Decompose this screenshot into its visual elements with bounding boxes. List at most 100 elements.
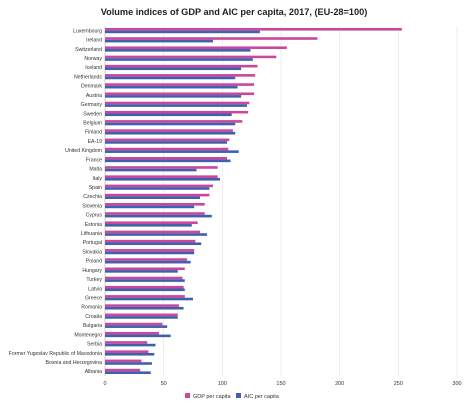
category-label: Serbia xyxy=(87,342,102,348)
bar-gdp-per-capita xyxy=(105,175,218,178)
bar-gdp-per-capita xyxy=(105,83,255,86)
category-label: Greece xyxy=(85,296,102,302)
bar-gdp-per-capita xyxy=(105,304,179,307)
bar-aic-per-capita xyxy=(105,113,232,117)
bar-aic-per-capita xyxy=(105,224,192,227)
bar-gdp-per-capita xyxy=(105,239,196,243)
bar-gdp-per-capita xyxy=(105,101,250,105)
category-label: Albania xyxy=(85,369,102,375)
bar-gdp-per-capita xyxy=(105,147,229,151)
category-label: Cyprus xyxy=(86,213,103,219)
bar-gdp-per-capita xyxy=(105,368,141,372)
bar-gdp-per-capita xyxy=(105,359,142,363)
bar-aic-per-capita xyxy=(105,85,238,89)
bar-aic-per-capita xyxy=(105,104,247,107)
bar-aic-per-capita xyxy=(105,49,251,52)
category-label: Estonia xyxy=(85,222,102,228)
bar-gdp-per-capita xyxy=(105,156,228,160)
category-label: Italy xyxy=(92,176,102,182)
bar-gdp-per-capita xyxy=(105,295,185,298)
category-label: Austria xyxy=(86,93,102,99)
bar-aic-per-capita xyxy=(105,371,151,374)
bar-aic-per-capita xyxy=(105,306,184,310)
bar-gdp-per-capita xyxy=(105,230,201,234)
bar-aic-per-capita xyxy=(105,58,253,61)
bar-aic-per-capita xyxy=(105,316,178,319)
category-label: Switzerland xyxy=(75,47,102,53)
bar-aic-per-capita xyxy=(105,122,236,126)
bar-gdp-per-capita xyxy=(105,313,178,317)
bar-gdp-per-capita xyxy=(105,46,287,50)
category-label: Slovenia xyxy=(82,203,102,209)
bar-aic-per-capita xyxy=(105,288,185,292)
legend-label-gdp: GDP per capita xyxy=(193,394,231,400)
bar-aic-per-capita xyxy=(105,141,228,144)
bar-aic-per-capita xyxy=(105,159,231,163)
bar-aic-per-capita xyxy=(105,205,195,209)
bar-gdp-per-capita xyxy=(105,267,185,271)
bar-aic-per-capita xyxy=(105,168,197,172)
bar-aic-per-capita xyxy=(105,251,195,255)
category-label: Bulgaria xyxy=(83,323,102,329)
category-label: Czechia xyxy=(83,194,102,200)
bar-aic-per-capita xyxy=(105,279,185,282)
bar-gdp-per-capita xyxy=(105,74,256,77)
category-label: Belgium xyxy=(83,121,102,127)
category-label: Turkey xyxy=(86,277,102,283)
bars xyxy=(105,28,402,374)
bar-aic-per-capita xyxy=(105,242,202,246)
bar-aic-per-capita xyxy=(105,334,171,338)
legend-swatch-gdp xyxy=(185,393,190,398)
legend-swatch-aic xyxy=(236,393,241,398)
category-label: Former Yugoslav Republic of Macedonia xyxy=(9,351,102,357)
bar-gdp-per-capita xyxy=(105,55,277,59)
category-label: Spain xyxy=(89,185,102,191)
bar-aic-per-capita xyxy=(105,214,212,218)
x-tick-label: 0 xyxy=(103,381,106,387)
bar-aic-per-capita xyxy=(105,95,242,98)
category-label: Portugal xyxy=(83,240,102,246)
bar-aic-per-capita xyxy=(105,233,208,236)
bar-gdp-per-capita xyxy=(105,331,159,335)
x-tick-label: 50 xyxy=(161,381,167,387)
x-tick-label: 100 xyxy=(218,381,227,387)
bar-gdp-per-capita xyxy=(105,341,148,344)
category-label: Hungary xyxy=(82,268,102,274)
bar-aic-per-capita xyxy=(105,196,201,199)
category-label: Ireland xyxy=(86,38,102,44)
category-labels: Luxembourg Ireland Switzerland Norway Icelan… xyxy=(9,28,103,375)
category-label: Finland xyxy=(85,130,102,136)
bar-aic-per-capita xyxy=(105,260,191,264)
x-tick-label: 200 xyxy=(335,381,344,387)
bar-gdp-per-capita xyxy=(105,166,218,169)
bar-gdp-per-capita xyxy=(105,138,230,142)
bar-gdp-per-capita xyxy=(105,322,163,326)
bar-gdp-per-capita xyxy=(105,193,210,197)
category-label: Netherlands xyxy=(74,74,102,80)
category-label: Norway xyxy=(84,56,102,62)
bar-gdp-per-capita xyxy=(105,37,318,40)
category-label: France xyxy=(86,157,102,163)
bar-aic-per-capita xyxy=(105,67,242,71)
bar-gdp-per-capita xyxy=(105,276,183,280)
bar-gdp-per-capita xyxy=(105,28,402,31)
bar-aic-per-capita xyxy=(105,150,239,153)
category-label: Iceland xyxy=(85,65,102,71)
bar-aic-per-capita xyxy=(105,325,168,328)
bar-gdp-per-capita xyxy=(105,221,198,225)
x-axis: 0 50 100 150 200 250 300 xyxy=(103,381,461,387)
bar-gdp-per-capita xyxy=(105,212,205,215)
bar-gdp-per-capita xyxy=(105,184,213,188)
category-label: Croatia xyxy=(85,314,102,320)
bar-gdp-per-capita xyxy=(105,249,195,252)
legend: GDP per capita AIC per capita xyxy=(185,393,280,400)
category-label: Lithuania xyxy=(81,231,102,237)
bar-aic-per-capita xyxy=(105,39,213,43)
bar-aic-per-capita xyxy=(105,343,156,347)
bar-gdp-per-capita xyxy=(105,350,149,353)
category-label: United Kingdom xyxy=(65,148,102,154)
bar-gdp-per-capita xyxy=(105,258,188,261)
bar-gdp-per-capita xyxy=(105,203,205,206)
category-label: Romania xyxy=(81,305,102,311)
chart-title: Volume indices of GDP and AIC per capita… xyxy=(101,7,368,17)
